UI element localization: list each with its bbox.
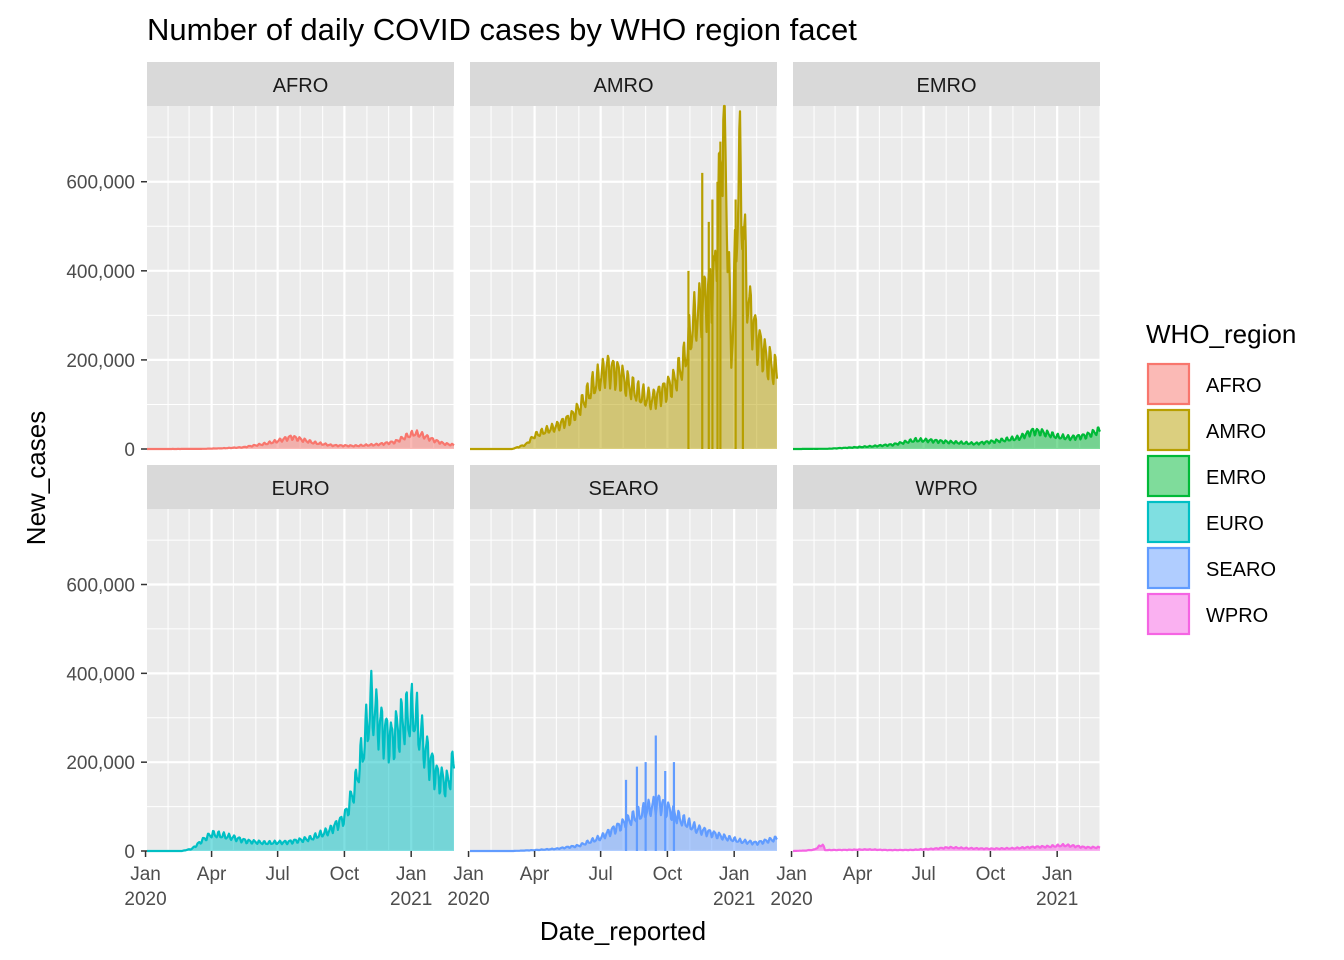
series-line-searo xyxy=(469,794,778,853)
legend-label-emro: EMRO xyxy=(1206,467,1266,489)
y-tick-label: 400,000 xyxy=(66,262,135,283)
series-line-afro xyxy=(146,429,455,451)
y-tick-label: 400,000 xyxy=(66,664,135,685)
y-tick-label: 200,000 xyxy=(66,351,135,372)
legend-key-euro xyxy=(1146,500,1191,544)
legend-key-amro xyxy=(1146,408,1191,452)
x-tick-label: Jul xyxy=(265,864,289,885)
facet-strip-label-euro: EURO xyxy=(272,478,330,500)
legend-label-amro: AMRO xyxy=(1206,421,1266,443)
facet-euro: EURO 0 200,000 400,000 600,000 Jan 2020 Apr Jul O… xyxy=(66,465,456,910)
chart-title: Number of daily COVID cases by WHO regio… xyxy=(147,12,857,47)
x-tick-label: Jul xyxy=(588,864,612,885)
x-tick-label: Jan 2021 xyxy=(390,864,432,910)
y-tick-label: 600,000 xyxy=(66,576,135,597)
legend-label-afro: AFRO xyxy=(1206,375,1262,397)
series-line-euro xyxy=(146,669,456,853)
legend-key-afro xyxy=(1146,362,1191,406)
legend: WHO_region AFRO AMRO EMRO EURO SEARO WPRO xyxy=(1146,319,1296,636)
x-tick-label: Apr xyxy=(197,864,227,885)
legend-label-euro: EURO xyxy=(1206,513,1264,535)
y-tick-label: 200,000 xyxy=(66,753,135,774)
x-tick-label: Apr xyxy=(843,864,873,885)
series-line-amro xyxy=(469,104,779,451)
series-line-wpro xyxy=(792,842,1101,853)
y-axis-title: New_cases xyxy=(21,411,51,545)
legend-label-wpro: WPRO xyxy=(1206,605,1268,627)
x-tick-label: Apr xyxy=(520,864,550,885)
facet-strip-amro xyxy=(470,62,777,106)
y-tick-label: 0 xyxy=(124,440,135,461)
legend-key-searo xyxy=(1146,546,1191,590)
y-tick-label: 600,000 xyxy=(66,173,135,194)
facet-panels: AFRO 0 200,000 400,000 600,000 AMRO EMRO EURO 0 2… xyxy=(66,62,1101,910)
x-tick-label: Jan 2020 xyxy=(447,864,489,910)
facet-strip-label-searo: SEARO xyxy=(588,478,658,500)
legend-key-wpro xyxy=(1146,592,1191,636)
legend-label-searo: SEARO xyxy=(1206,559,1276,581)
x-tick-label: Jan 2021 xyxy=(1036,864,1078,910)
x-tick-label: Oct xyxy=(653,864,683,885)
x-tick-label: Jan 2021 xyxy=(713,864,755,910)
facet-strip-emro xyxy=(793,62,1100,106)
x-tick-label: Jul xyxy=(911,864,935,885)
series-line-emro xyxy=(792,426,1101,451)
y-tick-label: 0 xyxy=(124,842,135,863)
facet-strip-euro xyxy=(147,465,454,509)
facet-wpro: WPRO Jan 2020 Apr Jul Oct Jan 2021 xyxy=(770,465,1101,910)
x-axis-title: Date_reported xyxy=(540,916,706,946)
facet-strip-label-afro: AFRO xyxy=(273,75,329,97)
facet-strip-afro xyxy=(147,62,454,106)
facet-amro: AMRO xyxy=(467,62,779,451)
area-emro xyxy=(793,427,1100,449)
area-amro xyxy=(470,106,777,449)
x-tick-label: Oct xyxy=(976,864,1006,885)
legend-title: WHO_region xyxy=(1146,319,1296,349)
facet-strip-searo xyxy=(470,465,777,509)
facet-strip-label-wpro: WPRO xyxy=(915,478,977,500)
x-tick-label: Oct xyxy=(330,864,360,885)
facet-emro: EMRO xyxy=(790,62,1101,451)
facet-afro: AFRO 0 200,000 400,000 600,000 xyxy=(66,62,455,461)
facet-strip-label-emro: EMRO xyxy=(917,75,977,97)
facet-strip-wpro xyxy=(793,465,1100,509)
x-tick-label: Jan 2020 xyxy=(770,864,812,910)
legend-key-emro xyxy=(1146,454,1191,498)
facet-strip-label-amro: AMRO xyxy=(594,75,654,97)
x-tick-label: Jan 2020 xyxy=(124,864,166,910)
facet-searo: SEARO Jan 2020 Apr Jul Oct Jan 2021 xyxy=(447,465,778,910)
